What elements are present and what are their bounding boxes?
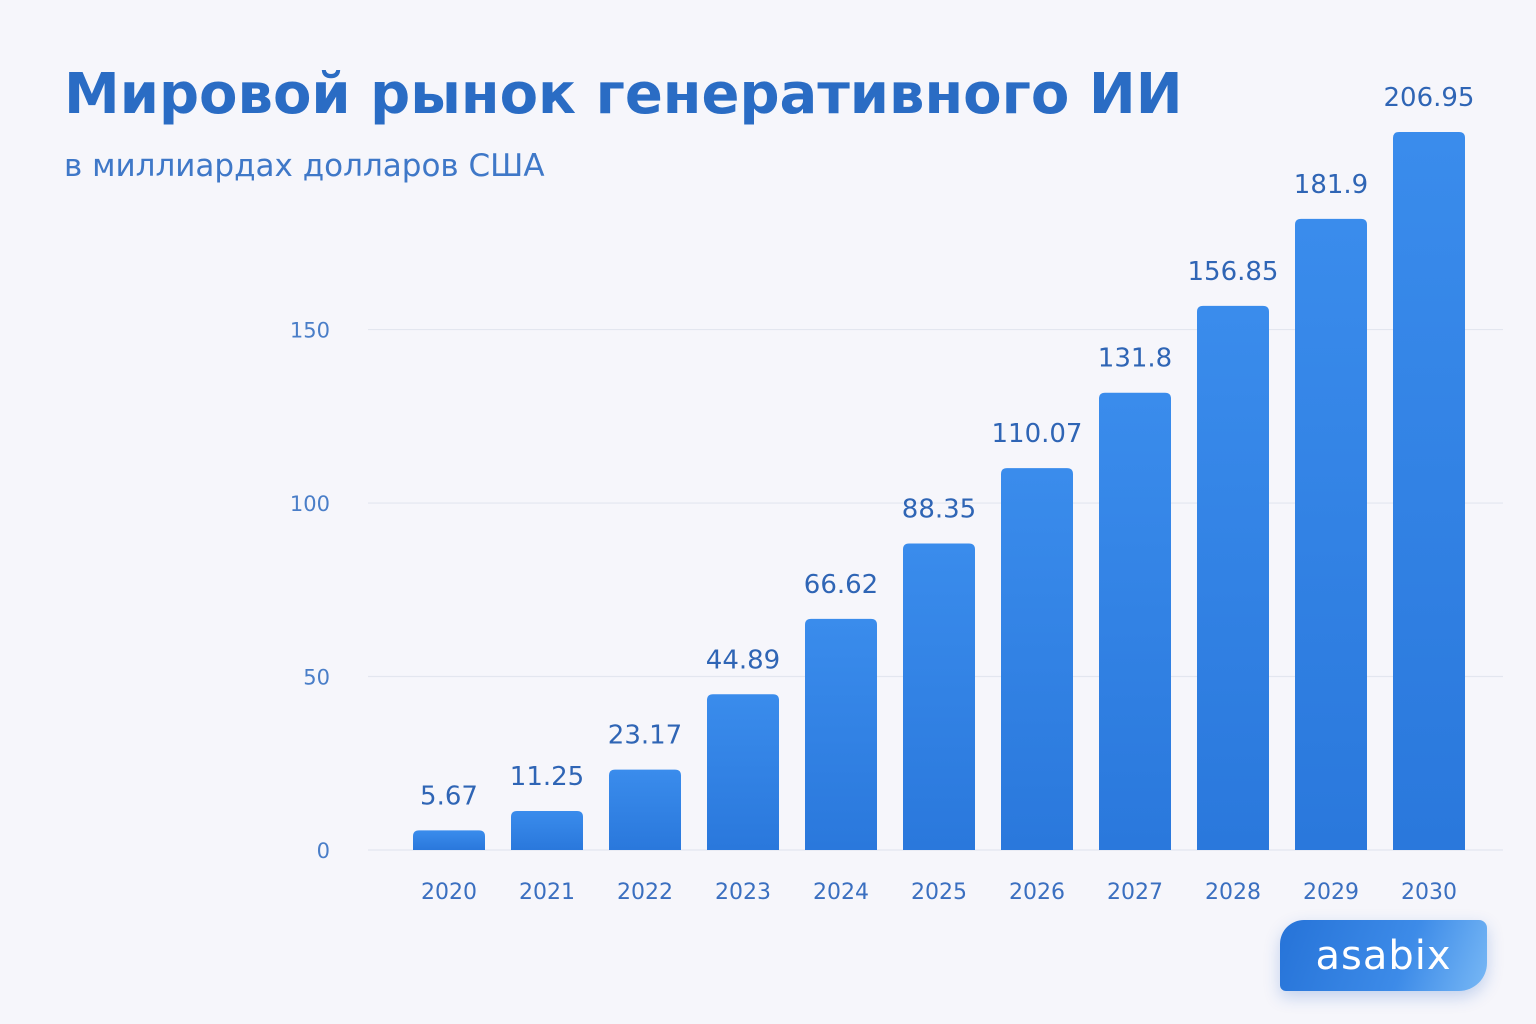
data-label: 110.07 [992,419,1083,449]
bar-2025 [903,543,975,850]
asabix-logo: asabix [1280,920,1487,991]
chart-subtitle: в миллиардах долларов США [64,148,545,184]
bar-2020 [413,830,485,850]
data-label: 88.35 [902,494,976,524]
chart-title: Мировой рынок генеративного ИИ [64,62,1183,127]
bar-2028 [1197,305,1269,850]
data-label: 23.17 [608,721,682,751]
x-tick-label: 2022 [617,880,673,905]
bar-2027 [1099,392,1171,850]
y-tick-label: 150 [290,319,330,343]
x-tick-label: 2023 [715,880,771,905]
y-tick-label: 100 [290,492,330,516]
x-tick-label: 2027 [1107,880,1163,905]
x-tick-label: 2025 [911,880,967,905]
bar-2024 [805,618,877,850]
bar-2030 [1393,132,1465,850]
x-tick-label: 2026 [1009,880,1065,905]
x-tick-label: 2030 [1401,880,1457,905]
y-tick-label: 0 [317,839,330,863]
data-label: 181.9 [1294,170,1368,200]
bar-2029 [1295,218,1367,850]
x-tick-label: 2024 [813,880,869,905]
x-tick-label: 2028 [1205,880,1261,905]
bar-2021 [511,810,583,850]
bar-2023 [707,694,779,850]
data-label: 66.62 [804,570,878,600]
x-tick-label: 2029 [1303,880,1359,905]
data-label: 206.95 [1384,83,1475,113]
data-label: 5.67 [420,781,478,811]
x-tick-label: 2021 [519,880,575,905]
data-label: 156.85 [1188,257,1279,287]
data-label: 44.89 [706,645,780,675]
x-tick-label: 2020 [421,880,477,905]
y-tick-label: 50 [303,666,330,690]
bar-2026 [1001,468,1073,850]
data-label: 11.25 [510,762,584,792]
bar-2022 [609,769,681,850]
data-label: 131.8 [1098,344,1172,374]
